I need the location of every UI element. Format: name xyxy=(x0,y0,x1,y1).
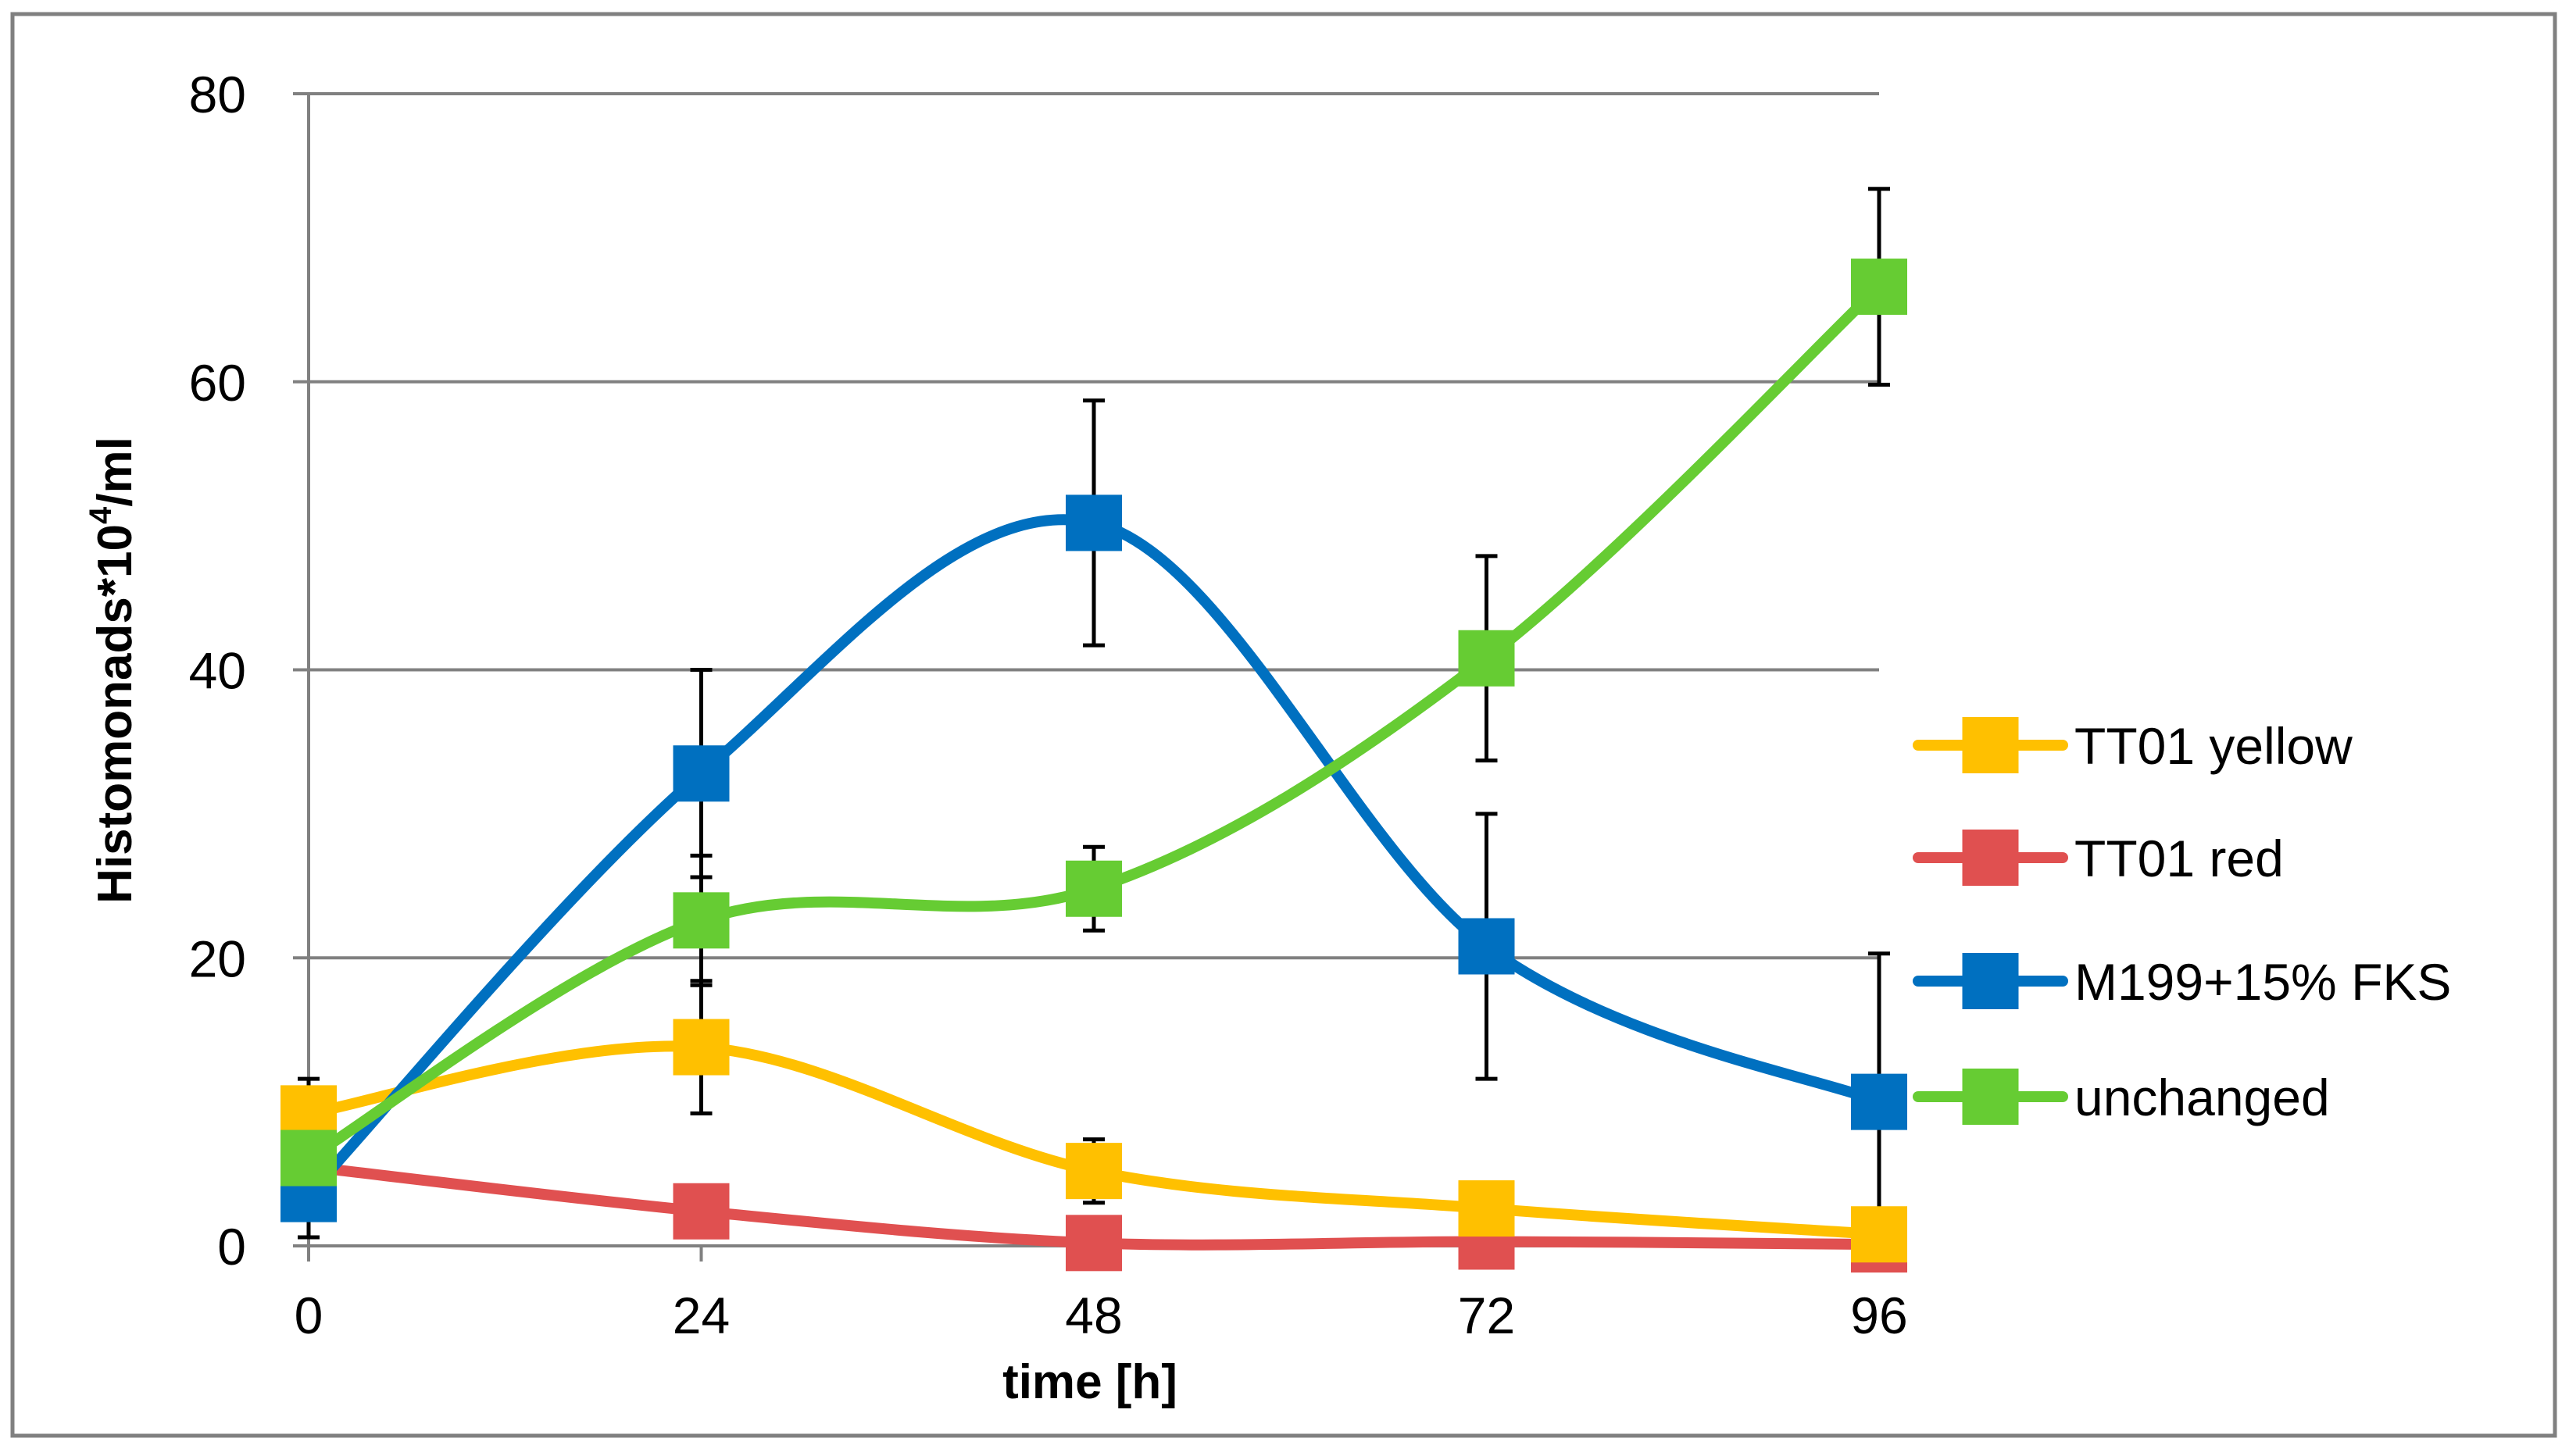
legend-marker-tt01-red xyxy=(1962,830,2019,886)
series-m199-15-fks xyxy=(280,494,1907,1222)
legend-entry-tt01-yellow: TT01 yellow xyxy=(1913,717,2353,775)
legend-label-tt01-red: TT01 red xyxy=(2074,830,2284,887)
tick-labels: 0 20 40 60 80 0 24 48 72 96 xyxy=(189,66,1908,1344)
data-point-tt01-red-48 xyxy=(1066,1215,1122,1272)
data-point-unchanged-72 xyxy=(1458,630,1515,687)
x-tick-label-96: 96 xyxy=(1850,1286,1907,1344)
x-tick-label-48: 48 xyxy=(1065,1286,1122,1344)
legend: TT01 yellow TT01 red M199+15% FKS unchanged xyxy=(1913,717,2451,1126)
x-tick-label-24: 24 xyxy=(673,1286,730,1344)
data-point-unchanged-96 xyxy=(1851,259,1907,316)
data-point-m199-15-fks-24 xyxy=(673,745,730,802)
y-tick-label-20: 20 xyxy=(189,930,246,987)
legend-marker-tt01-yellow xyxy=(1962,717,2019,773)
y-tick-label-80: 80 xyxy=(189,66,246,123)
data-point-unchanged-48 xyxy=(1066,860,1122,917)
legend-entry-tt01-red: TT01 red xyxy=(1913,830,2284,887)
data-point-tt01-red-24 xyxy=(673,1183,730,1240)
series-layer xyxy=(280,187,1907,1273)
data-point-tt01-yellow-96 xyxy=(1851,1206,1907,1263)
y-axis-title-main: Histomonads*10 xyxy=(88,524,142,904)
legend-label-m199-15-fks: M199+15% FKS xyxy=(2074,953,2451,1011)
y-axis-title-tail: /ml xyxy=(88,437,142,507)
x-axis-title: time [h] xyxy=(1002,1355,1177,1409)
data-point-unchanged-0 xyxy=(280,1129,337,1187)
data-point-m199-15-fks-72 xyxy=(1458,918,1515,975)
data-point-tt01-yellow-72 xyxy=(1458,1180,1515,1237)
data-point-m199-15-fks-48 xyxy=(1066,494,1122,551)
data-point-m199-15-fks-96 xyxy=(1851,1073,1907,1130)
y-tick-label-60: 60 xyxy=(189,354,246,412)
legend-marker-m199-15-fks xyxy=(1962,953,2019,1009)
y-tick-label-40: 40 xyxy=(189,642,246,700)
legend-entry-unchanged: unchanged xyxy=(1913,1069,2330,1126)
legend-label-unchanged: unchanged xyxy=(2074,1069,2330,1126)
x-tick-label-72: 72 xyxy=(1458,1286,1515,1344)
y-axis-title-superscript: 4 xyxy=(84,506,118,524)
legend-entry-m199-15-fks: M199+15% FKS xyxy=(1913,953,2451,1011)
x-tick-label-0: 0 xyxy=(295,1286,323,1344)
series-unchanged xyxy=(280,259,1907,1187)
legend-marker-unchanged xyxy=(1962,1069,2019,1125)
y-tick-label-0: 0 xyxy=(217,1218,246,1276)
data-point-tt01-yellow-48 xyxy=(1066,1143,1122,1200)
gridlines xyxy=(293,92,1881,1262)
data-point-unchanged-24 xyxy=(673,892,730,949)
data-point-tt01-yellow-24 xyxy=(673,1019,730,1076)
y-axis-title: Histomonads*104/ml xyxy=(84,437,142,904)
legend-label-tt01-yellow: TT01 yellow xyxy=(2074,717,2353,775)
